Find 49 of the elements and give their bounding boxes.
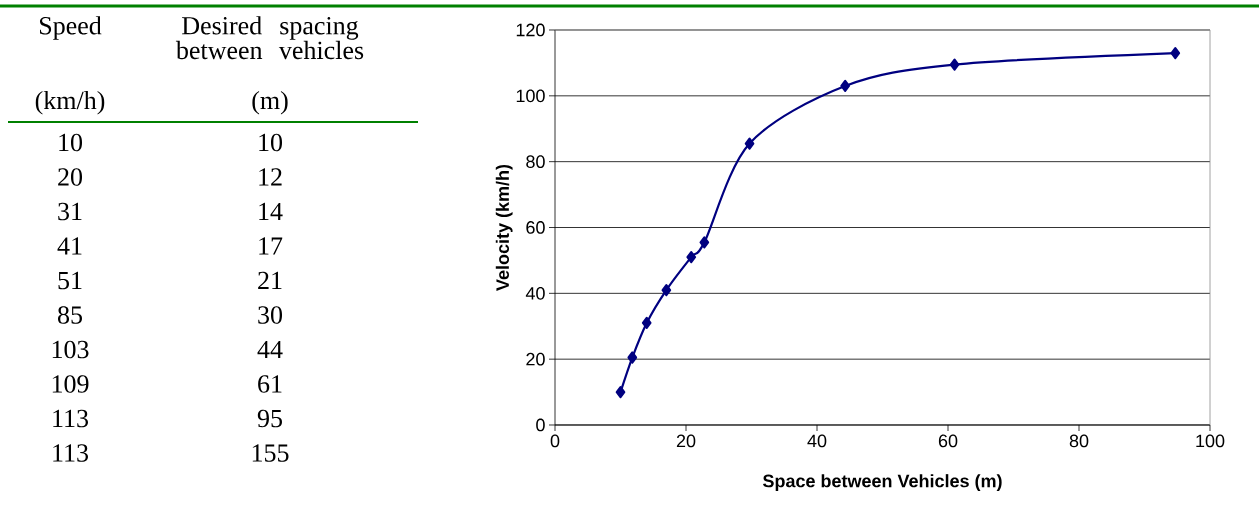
text: 10 xyxy=(259,133,283,152)
text: Speed xyxy=(39,16,102,40)
text: (km/h) xyxy=(35,90,105,115)
y-axis-title: Velocity (km/h) xyxy=(495,164,513,291)
y-tick-label: 20 xyxy=(526,352,545,366)
text: 44 xyxy=(257,340,283,358)
text: 17 xyxy=(259,237,283,255)
text: 12 xyxy=(259,168,282,186)
point xyxy=(686,251,697,264)
y-tick-label: 120 xyxy=(516,23,545,37)
text: 30 xyxy=(258,306,283,324)
text: 61 xyxy=(258,375,282,393)
point xyxy=(627,351,638,364)
text: 103 xyxy=(52,340,89,359)
x-tick-label: 40 xyxy=(807,434,827,448)
y-tick-label: 80 xyxy=(526,155,545,169)
y-tick-label: 100 xyxy=(516,89,545,103)
text: 113 xyxy=(53,444,89,462)
x-tick-label: 20 xyxy=(676,434,696,448)
point xyxy=(840,79,851,93)
point xyxy=(615,385,626,399)
x-tick-label: 80 xyxy=(1069,434,1089,448)
text: 155 xyxy=(252,444,289,462)
point xyxy=(641,316,652,330)
text: 20 xyxy=(58,168,83,186)
y-tick-label: 40 xyxy=(525,286,545,300)
text: 21 xyxy=(258,271,282,289)
point xyxy=(949,58,960,71)
text: 51 xyxy=(58,271,82,290)
point xyxy=(1170,46,1181,60)
text: Desired spacing between vehicles xyxy=(175,16,364,60)
y-tick-label: 60 xyxy=(526,221,545,234)
x-tick-label: 100 xyxy=(1196,434,1225,448)
text: 31 xyxy=(58,202,82,221)
y-tick-label: 0 xyxy=(536,418,545,432)
text: 10 xyxy=(59,133,83,152)
x-axis-title: Space between Vehicles (m) xyxy=(762,474,1002,491)
text: 85 xyxy=(57,306,82,324)
text: 95 xyxy=(257,409,282,428)
point xyxy=(699,236,710,249)
point xyxy=(744,137,755,150)
x-tick-label: 60 xyxy=(938,434,958,448)
point xyxy=(661,283,672,297)
text: 109 xyxy=(52,375,89,393)
text: 14 xyxy=(259,202,283,220)
text: (m) xyxy=(252,90,288,115)
text: 41 xyxy=(57,237,82,255)
x-tick-label: 0 xyxy=(550,434,560,448)
text: 113 xyxy=(53,409,89,428)
